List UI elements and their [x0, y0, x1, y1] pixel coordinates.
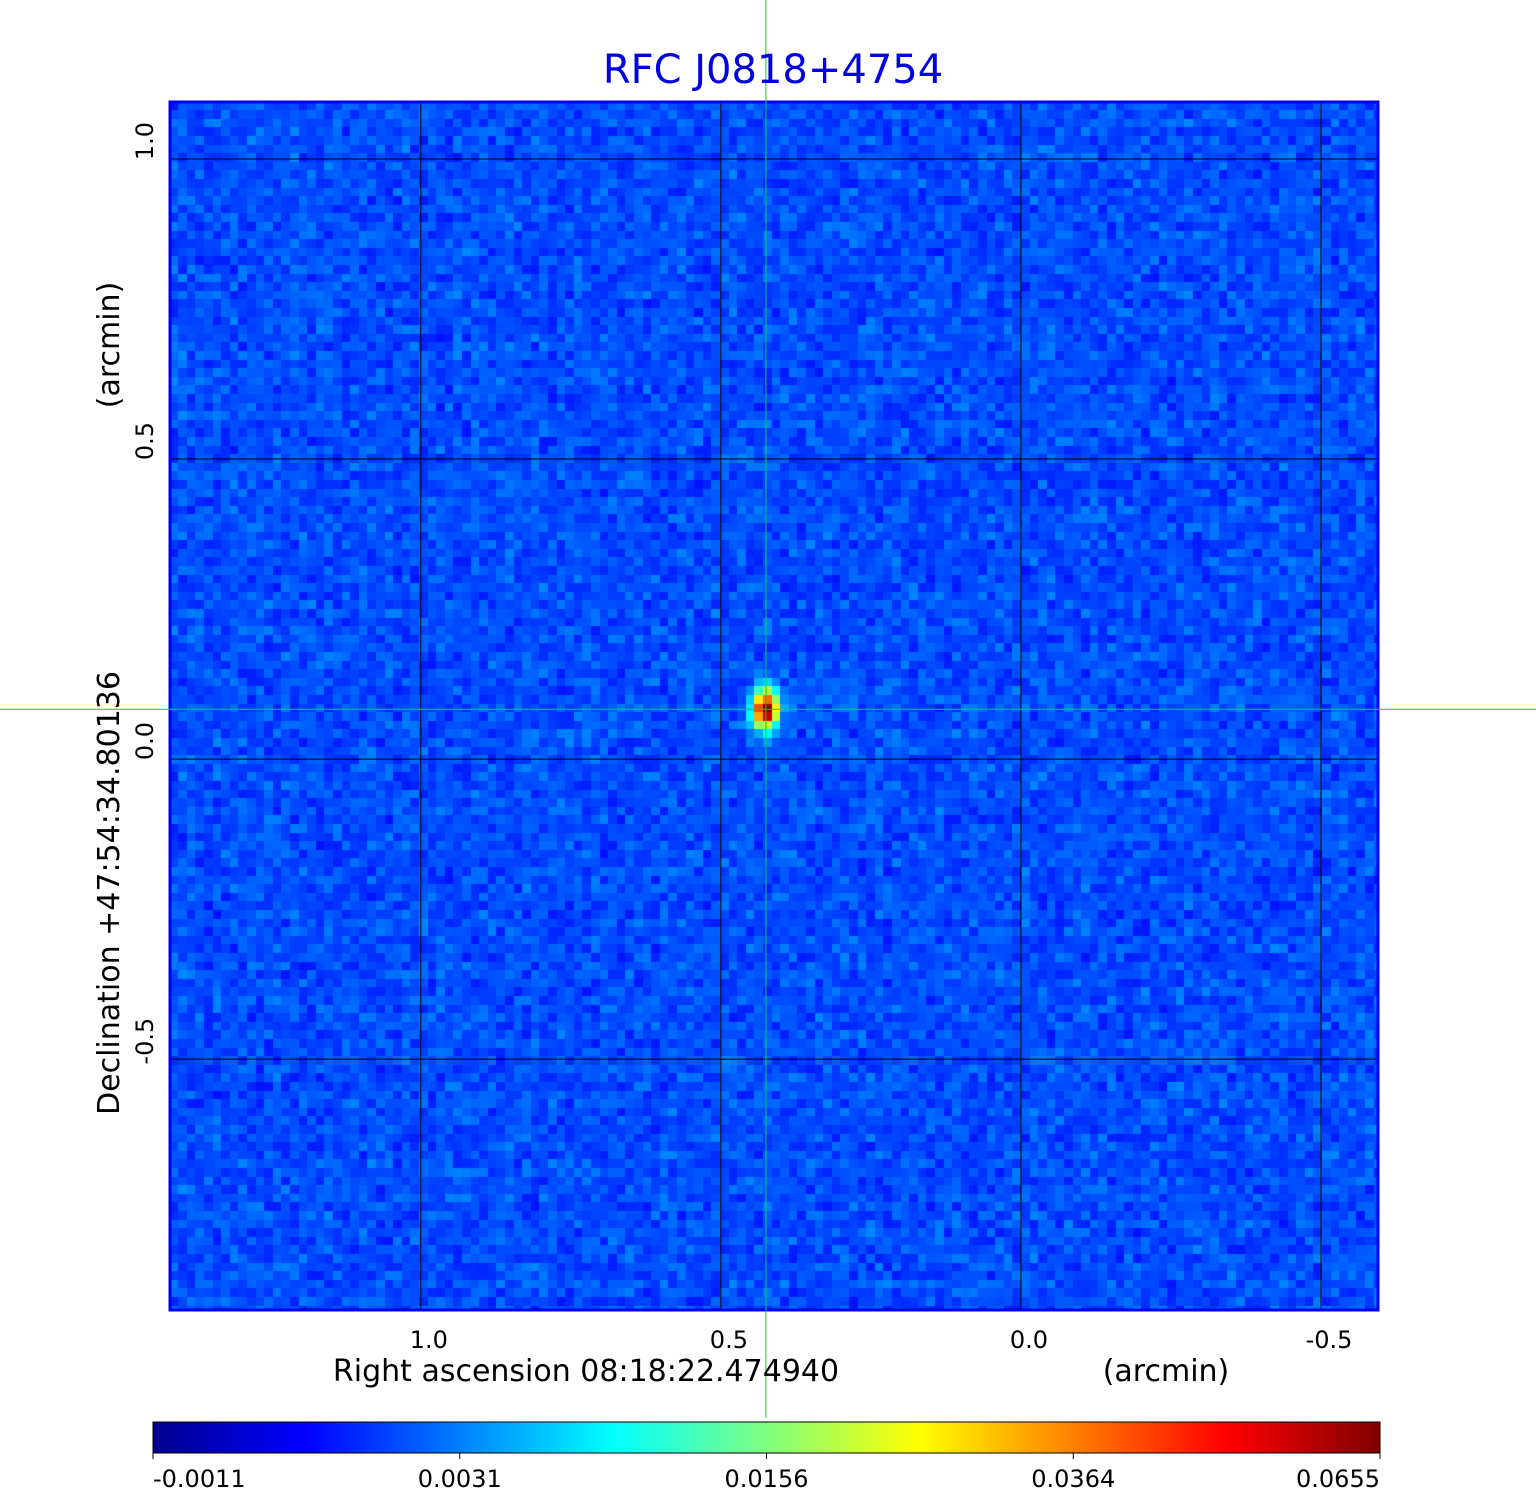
x-tick-label: 1.0 [410, 1326, 448, 1354]
radio-map-image [170, 102, 1378, 1310]
y-tick-label: 1.0 [131, 122, 159, 160]
colorbar [152, 1421, 1381, 1454]
grid-lines [170, 102, 1378, 1310]
colorbar-tick-label: 0.0031 [418, 1465, 502, 1493]
y-tick-label: -0.5 [131, 1018, 159, 1065]
colorbar-tick-label: 0.0364 [1031, 1465, 1115, 1493]
x-tick-label: -0.5 [1306, 1326, 1353, 1354]
colorbar-tick-label: -0.0011 [153, 1465, 246, 1493]
plot-frame [168, 100, 1380, 1312]
x-axis-label: Right ascension 08:18:22.474940 [333, 1354, 839, 1389]
y-axis-label: Declination +47:54:34.80136 [92, 671, 127, 1115]
x-tick-label: 0.0 [1010, 1326, 1048, 1354]
y-tick-label: 0.5 [131, 422, 159, 460]
colorbar-tick-label: 0.0655 [1296, 1465, 1380, 1493]
y-tick-label: 0.0 [131, 722, 159, 760]
x-axis-unit: (arcmin) [1103, 1354, 1230, 1389]
colorbar-tick-label: 0.0156 [725, 1465, 809, 1493]
x-tick-label: 0.5 [710, 1326, 748, 1354]
y-axis-unit: (arcmin) [92, 282, 127, 409]
chart-title: RFC J0818+4754 [603, 47, 943, 93]
